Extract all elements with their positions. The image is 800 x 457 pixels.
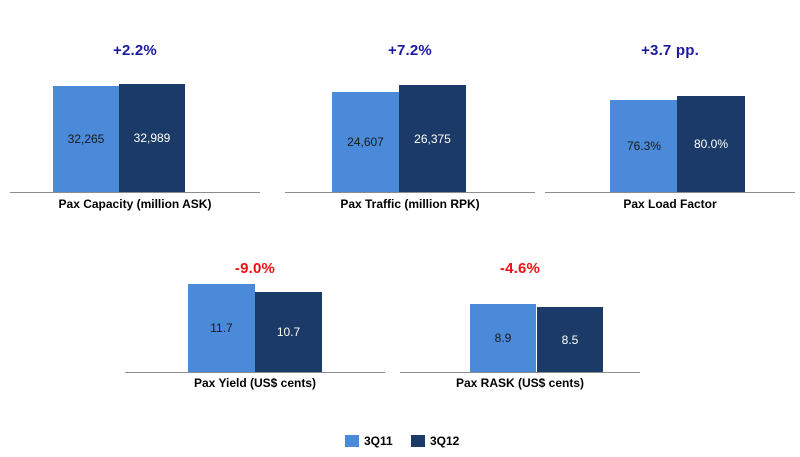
category-caption: Pax Yield (US$ cents) [193,376,317,390]
baseline [10,192,260,193]
bar-value-label: 80.0% [693,137,729,151]
bar-value-label: 10.7 [276,325,301,339]
bar-3q12: 32,989 [119,84,185,192]
baseline [125,372,385,373]
bar-value-label: 76.3% [626,139,662,153]
chart-pax-traffic: +7.2% 24,607 26,375 Pax Traffic (million RP… [285,42,535,215]
category-caption: Pax RASK (US$ cents) [455,376,585,390]
change-label: +7.2% [388,42,432,59]
legend-label-3q11: 3Q11 [364,434,393,448]
bar-value-label: 26,375 [414,131,451,146]
bar-3q11: 76.3% [610,100,678,192]
bar-value-label: 11.7 [210,321,233,335]
bar-value-label: 32,265 [67,132,105,146]
chart-pax-load-factor: +3.7 pp. 76.3% 80.0% Pax Load Factor [545,42,795,215]
chart-pax-capacity: +2.2% 32,265 32,989 Pax Capacity (million A… [10,42,260,215]
bar-value-label: 32,989 [133,131,171,145]
legend-swatch-3q11 [345,435,359,447]
category-caption: Pax Capacity (million ASK) [58,197,212,211]
bar-3q12: 80.0% [677,96,745,192]
change-label: -9.0% [234,260,276,277]
change-label: +3.7 pp. [641,42,699,59]
bar-3q12: 26,375 [399,85,466,192]
bar-value-label: 8.5 [561,332,579,347]
chart-pax-yield: -9.0% 11.7 10.7 Pax Yield (US$ cents) [125,260,385,394]
bar-3q12: 8.5 [537,307,603,372]
bar-value-label: 8.9 [494,331,512,345]
category-caption: Pax Traffic (million RPK) [340,197,480,211]
baseline [285,192,535,193]
change-label: +2.2% [113,42,157,59]
bar-value-label: 24,607 [347,135,384,149]
bar-3q11: 24,607 [332,92,399,192]
bar-3q11: 8.9 [470,304,536,372]
baseline [400,372,640,373]
legend: 3Q11 3Q12 [0,433,800,449]
legend-swatch-3q12 [411,435,425,447]
change-label: -4.6% [499,260,541,277]
legend-label-3q12: 3Q12 [430,434,460,448]
category-caption: Pax Load Factor [623,197,717,211]
bar-3q11: 11.7 [188,284,255,372]
bar-3q12: 10.7 [255,292,322,372]
chart-pax-rask: -4.6% 8.9 8.5 Pax RASK (US$ cents) [400,260,640,394]
bar-3q11: 32,265 [53,86,119,192]
baseline [545,192,795,193]
